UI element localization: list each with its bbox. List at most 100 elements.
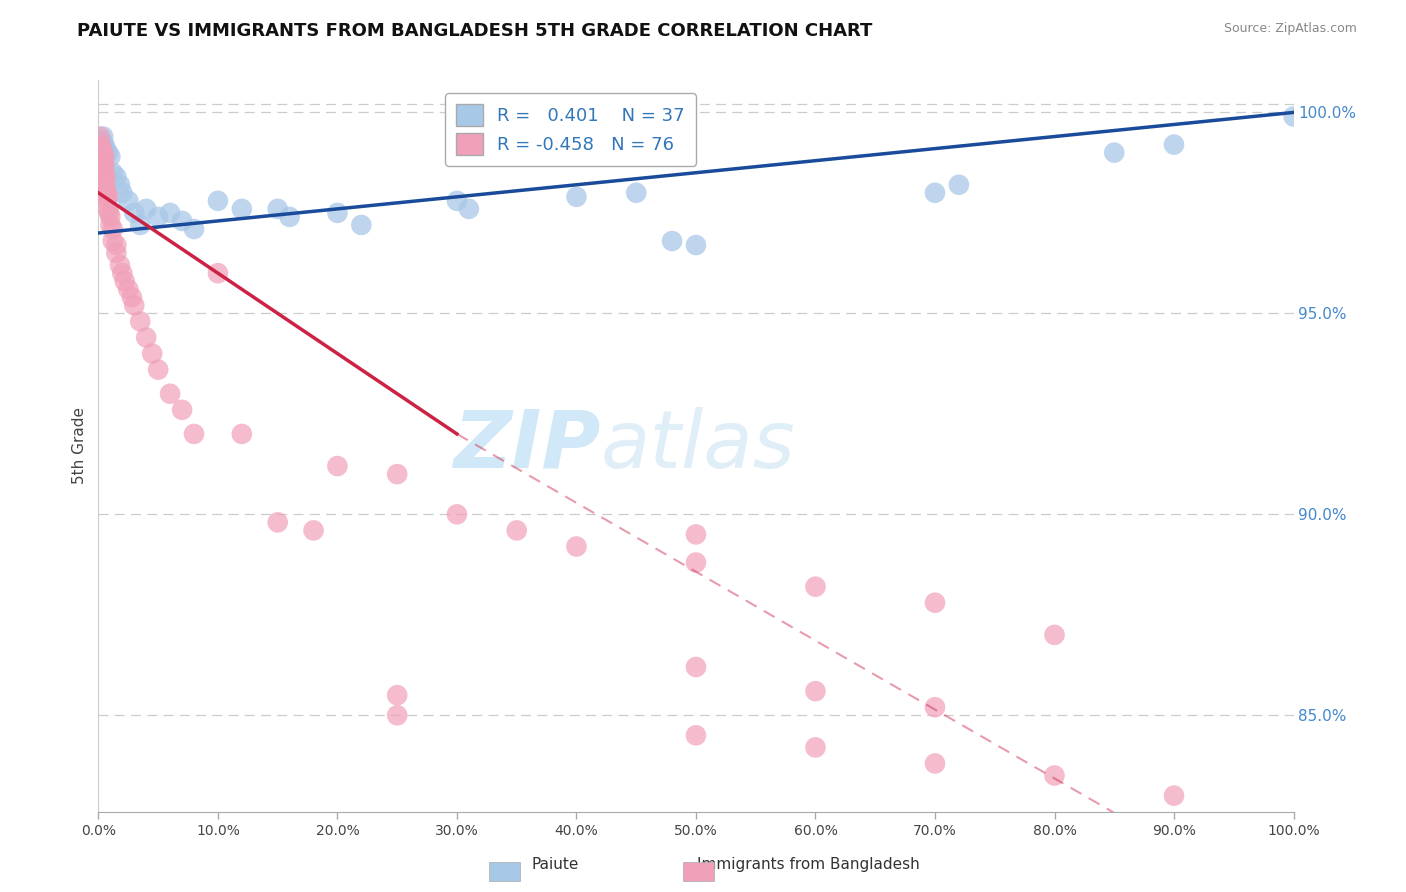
Point: [172, 402, 194, 417]
Point: [446, 508, 468, 522]
Point: [94, 186, 117, 200]
Point: [1043, 628, 1066, 642]
Point: [97, 145, 120, 160]
Point: [90, 153, 112, 168]
Point: [924, 186, 946, 200]
Point: [91, 186, 114, 200]
Point: [506, 524, 529, 538]
Point: [326, 206, 349, 220]
Point: [948, 178, 970, 192]
Point: [385, 467, 409, 482]
Point: [385, 708, 409, 723]
Point: [93, 150, 115, 164]
Point: [117, 282, 139, 296]
Point: [207, 266, 229, 280]
Point: [90, 134, 112, 148]
Point: [96, 194, 118, 208]
Point: [565, 190, 588, 204]
Point: [924, 756, 946, 771]
Point: [685, 556, 707, 570]
Point: [267, 516, 290, 530]
Point: [148, 210, 170, 224]
Point: [685, 527, 707, 541]
Point: [94, 169, 117, 184]
Point: [1163, 137, 1185, 152]
Point: [111, 266, 134, 280]
Point: [1104, 145, 1126, 160]
Text: Source: ZipAtlas.com: Source: ZipAtlas.com: [1223, 22, 1357, 36]
Point: [804, 684, 827, 698]
Point: [661, 234, 683, 248]
Point: [124, 298, 146, 312]
Point: [93, 166, 115, 180]
Point: [98, 150, 122, 164]
Point: [105, 246, 128, 260]
Point: [446, 194, 468, 208]
Point: [148, 362, 170, 376]
Point: [105, 238, 128, 252]
Point: [91, 145, 114, 160]
Point: [93, 137, 115, 152]
Point: [350, 218, 373, 232]
Point: [685, 660, 707, 674]
Point: [121, 290, 143, 304]
Point: [97, 202, 120, 216]
Point: [91, 169, 114, 184]
Legend: R =   0.401    N = 37, R = -0.458   N = 76: R = 0.401 N = 37, R = -0.458 N = 76: [446, 93, 696, 166]
Point: [89, 142, 111, 156]
Point: [385, 688, 409, 702]
Point: [117, 194, 139, 208]
Point: [91, 182, 114, 196]
Point: [91, 153, 114, 168]
Point: [91, 142, 114, 156]
Point: [91, 166, 114, 180]
Point: [183, 426, 205, 441]
Point: [924, 596, 946, 610]
Point: [89, 129, 111, 144]
Point: [207, 194, 229, 208]
Point: [90, 137, 112, 152]
Point: [105, 169, 128, 184]
Point: [129, 218, 152, 232]
Point: [685, 728, 707, 742]
Point: [89, 134, 111, 148]
Point: [183, 222, 205, 236]
Point: [302, 524, 325, 538]
Point: [94, 178, 117, 192]
Point: [90, 161, 112, 176]
Point: [96, 186, 118, 200]
Point: [159, 206, 181, 220]
Point: [267, 202, 290, 216]
Point: [124, 206, 146, 220]
Point: [91, 134, 114, 148]
Point: [326, 459, 349, 474]
Point: [91, 174, 114, 188]
Point: [804, 740, 827, 755]
Point: [98, 218, 122, 232]
Point: [626, 186, 648, 200]
Point: [108, 178, 131, 192]
Text: PAIUTE VS IMMIGRANTS FROM BANGLADESH 5TH GRADE CORRELATION CHART: PAIUTE VS IMMIGRANTS FROM BANGLADESH 5TH…: [77, 22, 873, 40]
Point: [90, 145, 112, 160]
Point: [91, 158, 114, 172]
Point: [135, 330, 157, 344]
Point: [93, 158, 115, 172]
Point: [565, 540, 588, 554]
Text: Paiute: Paiute: [531, 857, 579, 872]
Point: [1163, 789, 1185, 803]
Text: Immigrants from Bangladesh: Immigrants from Bangladesh: [697, 857, 920, 872]
Point: [231, 426, 253, 441]
Point: [97, 190, 120, 204]
Point: [90, 169, 112, 184]
Point: [98, 206, 121, 220]
Point: [135, 202, 157, 216]
Point: [108, 258, 131, 272]
Point: [231, 202, 253, 216]
Point: [101, 166, 124, 180]
Point: [1043, 768, 1066, 782]
Point: [111, 186, 134, 200]
Point: [101, 222, 124, 236]
Point: [129, 314, 152, 328]
Point: [91, 150, 114, 164]
Point: [91, 161, 114, 176]
